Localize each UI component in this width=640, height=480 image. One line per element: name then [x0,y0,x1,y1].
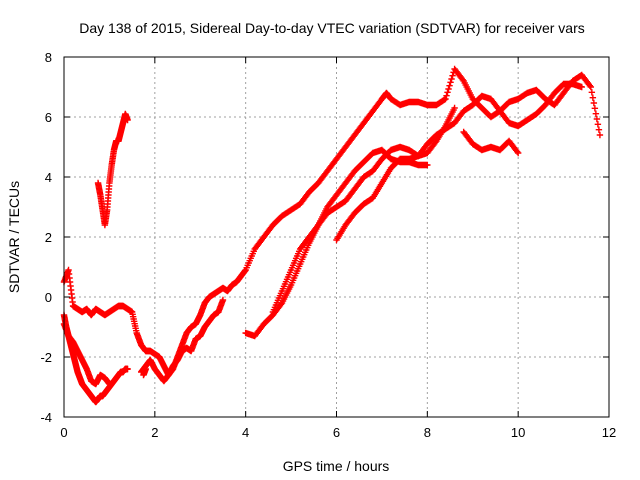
series-arc-4 [94,110,131,229]
data-point [513,148,521,155]
axis-ticks [63,56,610,418]
data-point [219,296,227,304]
data-point [594,121,602,128]
y-tick-label: 0 [45,290,52,305]
series-arc-1 [60,65,604,379]
x-tick-label: 4 [242,425,249,440]
data-point [595,126,603,133]
x-tick-label: 2 [151,425,158,440]
data-point [514,149,522,157]
y-tick-label: 4 [45,170,52,185]
x-axis-label: GPS time / hours [283,458,390,474]
series-arc-7 [242,104,458,340]
y-tick-label: -4 [40,410,52,425]
data-point [142,365,149,373]
y-tick-label: 6 [45,110,52,125]
y-axis-label: SDTVAR / TECUs [6,181,22,293]
data-point [586,82,594,89]
data-point [446,82,453,89]
data-point [451,104,458,112]
y-tick-label: -2 [40,350,52,365]
series-arc-9 [333,80,585,244]
x-tick-label: 12 [602,425,616,440]
series-arc-10 [460,128,522,157]
data-point [447,79,454,86]
series-arc-5 [138,296,227,385]
data-point [596,131,604,139]
data-point [459,76,466,83]
x-tick-label: 8 [424,425,431,440]
data-point [592,110,600,117]
series-arc-8 [269,146,431,316]
data-point [124,116,131,124]
series-arc-3 [60,320,113,388]
x-tick-label: 10 [511,425,525,440]
y-tick-label: 2 [45,230,52,245]
data-point [445,85,452,93]
data-point [314,223,321,230]
y-tick-label: 8 [45,50,52,65]
data-point [444,89,451,96]
data-point [124,365,131,373]
data-point [442,95,449,103]
series-arc-2 [60,311,131,406]
data-point [589,94,597,101]
data-point [106,380,113,388]
data-point [591,105,599,112]
data-points [60,65,604,406]
x-tick-label: 6 [333,425,340,440]
x-tick-label: 0 [60,425,67,440]
y-tick-labels: -4 -2 0 2 4 6 8 [40,50,52,425]
data-point [578,83,585,91]
data-point [593,115,601,123]
data-point [588,89,596,96]
data-point [424,161,431,169]
data-point [443,92,450,99]
chart-title: Day 138 of 2015, Sidereal Day-to-day VTE… [79,20,585,36]
data-point [449,72,456,79]
data-point [590,99,598,107]
x-tick-labels: 0 2 4 6 8 10 12 [60,425,616,440]
data-point [587,83,595,91]
series-arc-6 [140,365,149,379]
data-point [448,75,455,83]
